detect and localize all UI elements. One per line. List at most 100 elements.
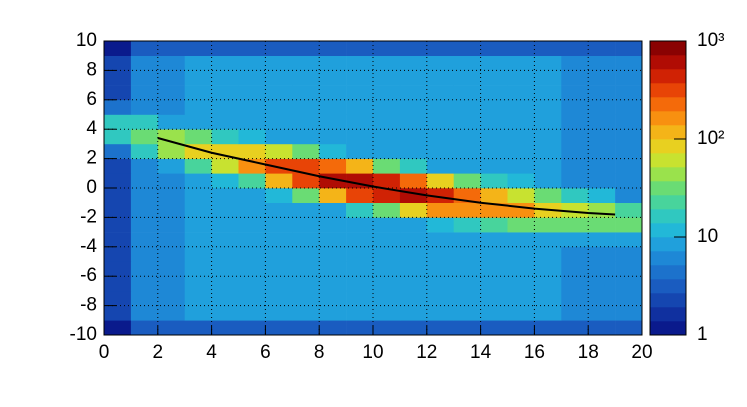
heatmap-cell <box>319 129 347 145</box>
heatmap-cell <box>211 55 239 71</box>
heatmap-cell <box>130 143 159 159</box>
heatmap-cell <box>561 85 589 101</box>
heatmap-cell <box>615 55 643 71</box>
heatmap-cell <box>480 261 508 277</box>
colorbar-swatch <box>650 251 686 266</box>
heatmap-cell <box>534 246 562 262</box>
x-tick-label: 2 <box>153 342 164 363</box>
heatmap-cell <box>588 232 616 248</box>
heatmap-cell <box>346 114 374 130</box>
heatmap-cell <box>346 232 374 248</box>
heatmap-cell <box>615 173 643 189</box>
heatmap-cell <box>373 158 401 174</box>
heatmap-cell <box>346 202 374 218</box>
heatmap-cell <box>238 290 266 306</box>
heatmap-cell <box>184 188 212 203</box>
heatmap-cell <box>104 320 132 336</box>
heatmap-cell <box>104 55 132 71</box>
colorbar-swatch <box>650 237 686 252</box>
heatmap-cell <box>561 188 589 203</box>
heatmap-cell <box>480 202 508 218</box>
heatmap-cell <box>453 261 481 277</box>
heatmap-cell <box>211 232 239 248</box>
heatmap-cell <box>104 41 132 56</box>
colorbar-swatch <box>650 111 686 126</box>
heatmap-cell <box>588 41 616 56</box>
colorbar-swatch <box>650 307 686 322</box>
heatmap-cell <box>319 246 347 262</box>
heatmap-cell <box>265 55 293 71</box>
heatmap-cell <box>399 261 428 277</box>
heatmap-cell <box>211 70 239 86</box>
heatmap-cell <box>426 202 454 218</box>
heatmap-cell <box>507 261 535 277</box>
heatmap-cell <box>426 158 454 174</box>
heatmap-cell <box>184 70 212 86</box>
heatmap-cell <box>453 143 481 159</box>
heatmap-cell <box>319 70 347 86</box>
y-tick-label: -8 <box>80 295 97 316</box>
heatmap-cell <box>507 276 535 292</box>
heatmap-cell <box>453 246 481 262</box>
x-tick-label: 0 <box>99 342 110 363</box>
heatmap-cell <box>588 129 616 145</box>
heatmap-cell <box>534 261 562 277</box>
heatmap-cell <box>238 246 266 262</box>
heatmap-cell <box>399 41 428 56</box>
heatmap-cell <box>615 129 643 145</box>
heatmap-cell <box>346 99 374 115</box>
heatmap-cell <box>534 276 562 292</box>
heatmap-cell <box>373 55 401 71</box>
heatmap-cell <box>346 276 374 292</box>
heatmap-cell <box>292 70 320 86</box>
heatmap-cell <box>399 85 428 101</box>
heatmap-cell <box>373 305 401 321</box>
heatmap-cell <box>238 114 266 130</box>
heatmap-cell <box>157 290 185 306</box>
heatmap-cell <box>157 55 185 71</box>
heatmap-cell <box>561 202 589 218</box>
heatmap-cell <box>453 276 481 292</box>
heatmap-cell <box>615 232 643 248</box>
heatmap-cell <box>480 143 508 159</box>
heatmap-cell <box>534 114 562 130</box>
heatmap-cell <box>184 217 212 233</box>
colorbar-swatch <box>650 195 686 210</box>
heatmap-cell <box>426 276 454 292</box>
heatmap-cell <box>615 217 643 233</box>
heatmap-cell <box>157 217 185 233</box>
heatmap-cell <box>399 246 428 262</box>
heatmap-cell <box>157 114 185 130</box>
heatmap-cell <box>426 114 454 130</box>
heatmap-cell <box>238 143 266 159</box>
heatmap-cell <box>292 276 320 292</box>
heatmap-cell <box>534 129 562 145</box>
x-tick-label: 18 <box>578 342 599 363</box>
heatmap-cell <box>426 232 454 248</box>
heatmap-cell <box>346 320 374 336</box>
heatmap-cell <box>238 70 266 86</box>
heatmap-cell <box>319 232 347 248</box>
heatmap-cell <box>507 217 535 233</box>
heatmap-cell <box>265 320 293 336</box>
heatmap-cell <box>426 320 454 336</box>
heatmap-cell <box>130 217 159 233</box>
heatmap-cell <box>211 202 239 218</box>
heatmap-cell <box>211 290 239 306</box>
heatmap-cell <box>534 85 562 101</box>
heatmap-cell <box>588 290 616 306</box>
colorbar-swatch <box>650 69 686 84</box>
heatmap-cell <box>319 320 347 336</box>
heatmap-cell <box>426 41 454 56</box>
heatmap-cell <box>130 158 159 174</box>
heatmap-cell <box>373 129 401 145</box>
heatmap-cell <box>561 217 589 233</box>
heatmap-cell <box>346 41 374 56</box>
heatmap-cell <box>130 173 159 189</box>
heatmap-cell <box>184 290 212 306</box>
heatmap-cell <box>238 232 266 248</box>
heatmap-cell <box>615 305 643 321</box>
heatmap-cell <box>373 276 401 292</box>
heatmap-cell <box>211 85 239 101</box>
heatmap-cell <box>561 173 589 189</box>
